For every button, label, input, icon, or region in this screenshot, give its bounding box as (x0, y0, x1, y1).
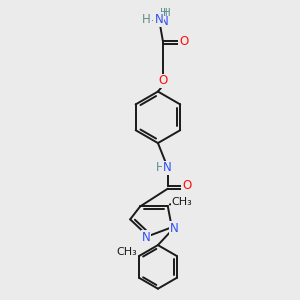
Text: N: N (163, 161, 171, 174)
Text: N: N (154, 13, 163, 26)
Text: H: H (155, 161, 164, 174)
Text: O: O (179, 34, 188, 47)
Text: H: H (148, 15, 156, 28)
Text: N: N (160, 15, 169, 28)
Text: O: O (158, 74, 167, 87)
Text: O: O (182, 179, 191, 192)
Text: H: H (160, 8, 168, 18)
Text: N: N (169, 222, 178, 235)
Text: CH₃: CH₃ (117, 247, 137, 257)
Text: CH₃: CH₃ (171, 196, 192, 206)
Text: H: H (142, 13, 151, 26)
Text: N: N (142, 231, 150, 244)
Text: H: H (163, 8, 171, 18)
